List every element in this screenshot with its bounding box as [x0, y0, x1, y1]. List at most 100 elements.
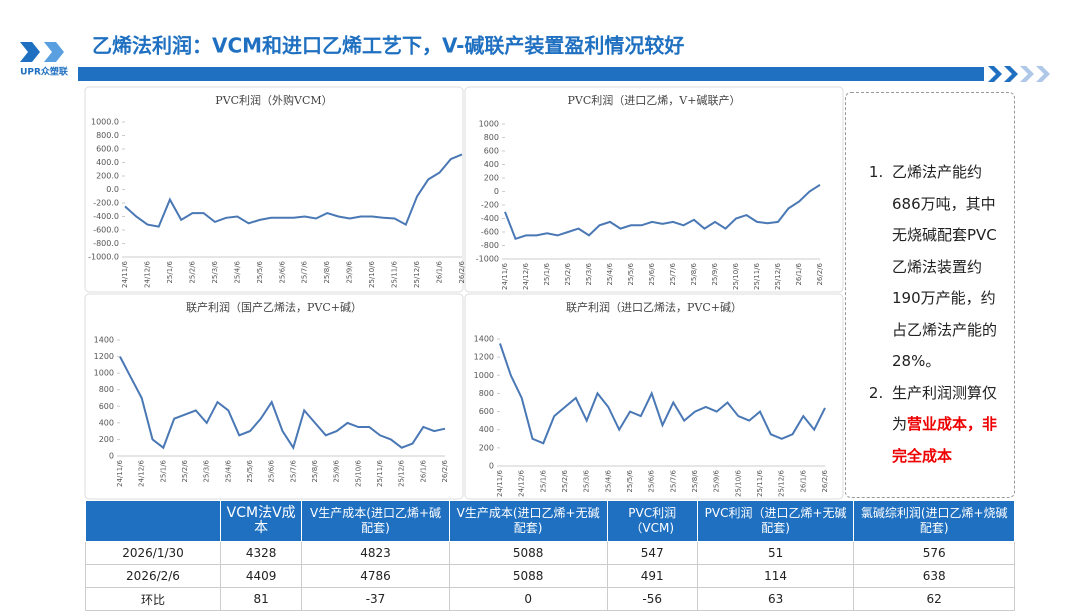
y-tick-label: 1000 [479, 120, 499, 129]
note: 生产利润测算仅为营业成本，非完全成本 [888, 378, 998, 473]
logo-mark [44, 42, 64, 62]
header-cell: PVC利润（VCM) [606, 500, 698, 542]
data-line [504, 183, 821, 241]
data-table: VCM法V成本 V生产成本(进口乙烯+碱配套) V生产成本(进口乙烯+无碱配套) PV… [85, 500, 1015, 611]
table-cell: 81 [219, 587, 303, 611]
x-tick-label: 25/6/6 [648, 469, 656, 492]
y-tick-label: 0 [489, 462, 494, 471]
x-tick-label: 25/1/6 [166, 260, 174, 283]
y-tick-label: 400.0 [96, 158, 119, 167]
chart-frame [84, 293, 464, 500]
chart-frame [464, 86, 844, 293]
table-cell: 51 [696, 541, 855, 565]
x-tick-label: 25/7/6 [669, 469, 677, 492]
x-tick-label: 25/11/6 [753, 262, 761, 290]
chart-title: PVC利润（进口乙烯，V+碱联产） [568, 93, 741, 107]
y-tick-label: 600 [479, 407, 494, 416]
x-tick-label: 25/2/6 [561, 469, 569, 492]
chart-title: PVC利润（外购VCM） [215, 93, 332, 107]
y-tick-label: 400 [99, 418, 114, 427]
x-tick-label: 25/12/6 [778, 469, 786, 497]
y-tick-label: 800 [479, 389, 494, 398]
x-tick-label: 25/1/6 [159, 459, 167, 482]
y-tick-label: 400 [479, 425, 494, 434]
x-tick-label: 25/4/6 [604, 469, 612, 492]
y-tick-label: 1400 [94, 336, 114, 345]
header-cell: V生产成本(进口乙烯+无碱配套) [448, 500, 608, 542]
x-tick-label: 25/9/6 [346, 260, 354, 283]
x-tick-label: 25/8/6 [323, 260, 331, 283]
y-tick-label: 0 [494, 187, 499, 196]
table-row: 2026/1/30 4328 4823 5088 547 51 576 [85, 541, 1015, 565]
x-tick-label: 24/11/6 [116, 459, 124, 487]
table-row: 环比 81 -37 0 -56 63 62 [85, 587, 1015, 611]
x-tick-label: 25/10/6 [354, 459, 362, 487]
x-tick-label: 26/2/6 [441, 459, 449, 482]
x-tick-label: 25/6/6 [648, 262, 656, 285]
x-tick-label: 25/11/6 [376, 459, 384, 487]
header-cell: 氯碱综利润(进口乙烯+烧碱配套) [853, 500, 1015, 542]
header-cell: PVC利润（进口乙烯+无碱配套) [696, 500, 855, 542]
y-tick-label: -1000.0 [88, 253, 119, 262]
arrow [988, 66, 1018, 82]
x-tick-label: 25/10/6 [368, 260, 376, 288]
x-tick-label: 25/4/6 [606, 262, 614, 285]
y-tick-label: -800 [481, 241, 499, 250]
logo-mark [20, 42, 40, 62]
y-tick-label: -400.0 [93, 212, 119, 221]
table-cell: 114 [696, 564, 855, 588]
chart-frame [84, 86, 464, 293]
y-tick-label: 0.0 [106, 185, 119, 194]
x-tick-label: 26/2/6 [816, 262, 824, 285]
table-cell: 2026/2/6 [85, 564, 221, 588]
x-tick-label: 24/12/6 [522, 262, 530, 290]
y-tick-label: -1000 [476, 255, 499, 264]
note-highlight: 营业成本，非完全成本 [892, 415, 998, 465]
x-tick-label: 25/9/6 [711, 262, 719, 285]
y-tick-label: 1000 [474, 371, 494, 380]
data-line [119, 356, 446, 451]
arrow [1020, 66, 1050, 82]
chart-title: 联产利润（进口乙烯法，PVC+碱） [566, 300, 742, 314]
y-tick-label: 600.0 [96, 145, 119, 154]
table-cell: 4328 [219, 541, 303, 565]
x-tick-label: 25/7/6 [289, 459, 297, 482]
table-cell: 547 [606, 541, 698, 565]
table-cell: -37 [301, 587, 450, 611]
x-tick-label: 25/4/6 [224, 459, 232, 482]
x-tick-label: 25/3/6 [203, 459, 211, 482]
x-tick-label: 25/10/6 [734, 469, 742, 497]
table-cell: 638 [853, 564, 1015, 588]
x-tick-label: 26/1/6 [799, 469, 807, 492]
x-tick-label: 25/8/6 [311, 459, 319, 482]
y-tick-label: 600 [484, 147, 499, 156]
x-tick-label: 25/12/6 [413, 260, 421, 288]
title-bar [78, 67, 984, 81]
data-line [124, 153, 463, 228]
x-tick-label: 25/5/6 [626, 469, 634, 492]
x-tick-label: 25/3/6 [583, 469, 591, 492]
x-tick-label: 25/8/6 [691, 469, 699, 492]
x-tick-label: 24/12/6 [143, 260, 151, 288]
y-tick-label: 800.0 [96, 131, 119, 140]
table-cell: 环比 [85, 587, 221, 611]
x-tick-label: 26/2/6 [821, 469, 829, 492]
y-tick-label: 1000.0 [91, 118, 119, 127]
x-tick-label: 26/2/6 [458, 260, 466, 283]
header-cell [85, 500, 221, 542]
y-tick-label: 800 [99, 385, 114, 394]
x-tick-label: 25/9/6 [333, 459, 341, 482]
y-tick-label: -200.0 [93, 199, 119, 208]
x-tick-label: 25/10/6 [732, 262, 740, 290]
x-tick-label: 25/12/6 [398, 459, 406, 487]
notes-list: 乙烯法产能约686万吨，其中无烧碱配套PVC乙烯法装置约190万产能，约占乙烯法… [846, 157, 998, 472]
table-cell: 4823 [301, 541, 450, 565]
x-tick-label: 25/2/6 [564, 262, 572, 285]
x-tick-label: 25/6/6 [268, 459, 276, 482]
x-tick-label: 24/11/6 [496, 469, 504, 497]
y-tick-label: 200 [484, 174, 499, 183]
table-row: 2026/2/6 4409 4786 5088 491 114 638 [85, 564, 1015, 588]
y-tick-label: 1400 [474, 335, 494, 344]
